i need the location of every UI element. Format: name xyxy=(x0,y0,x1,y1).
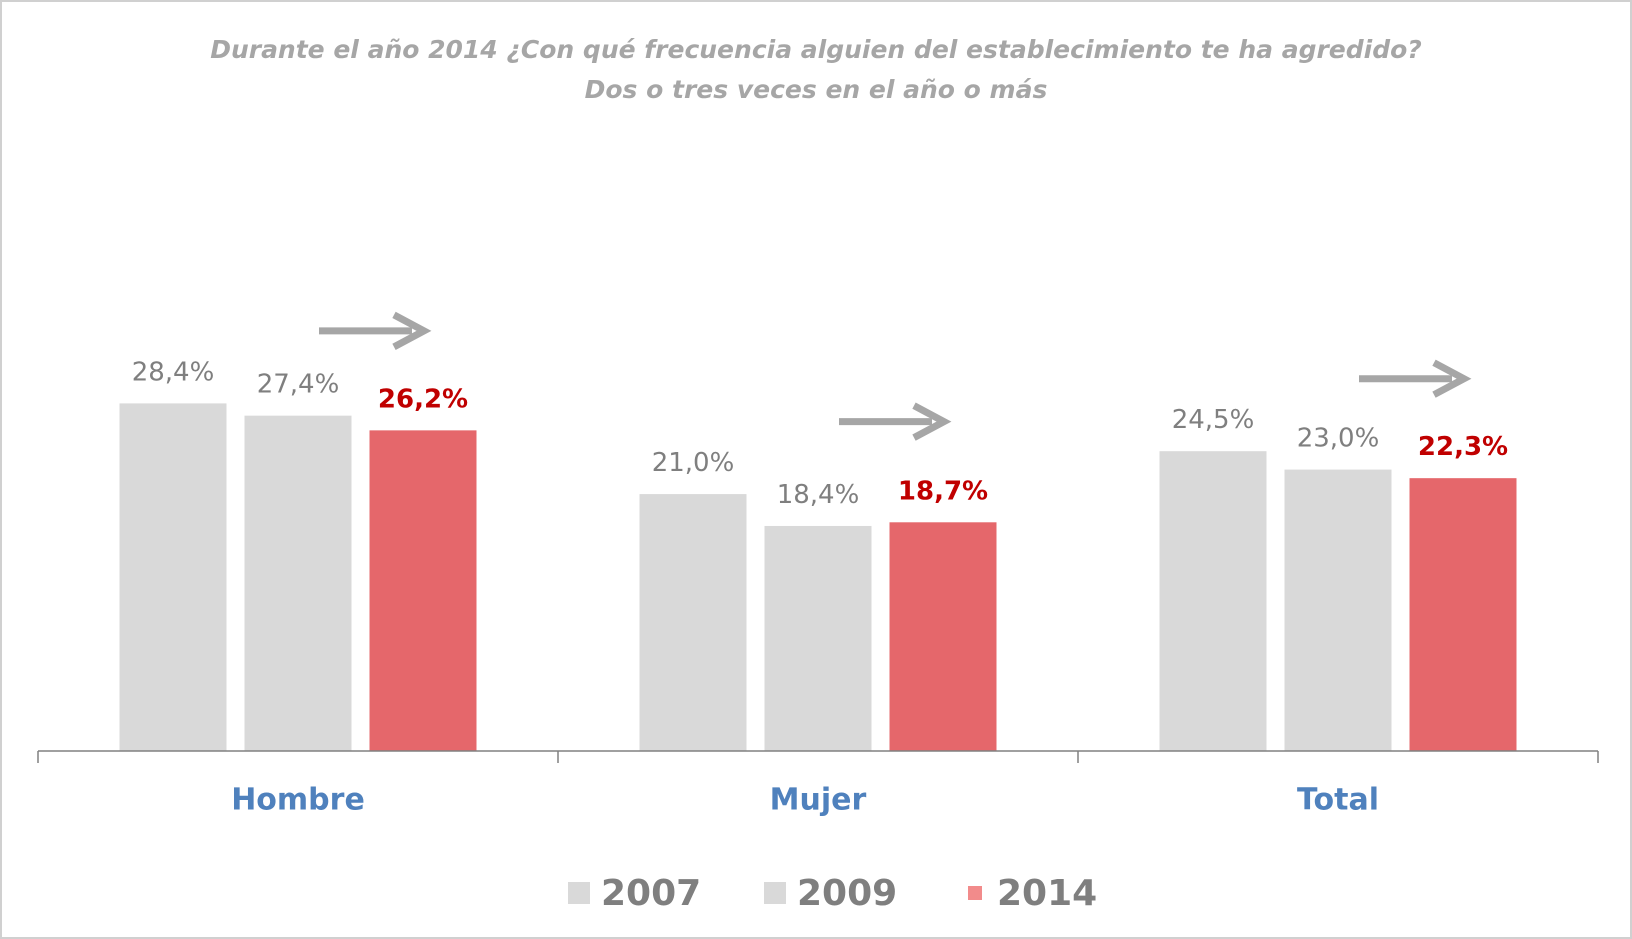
bar xyxy=(638,493,748,752)
bar xyxy=(1158,450,1268,752)
legend-swatch xyxy=(764,882,786,904)
bar xyxy=(368,429,478,752)
trend-arrowhead xyxy=(912,402,952,441)
x-tick-label: Mujer xyxy=(770,783,867,818)
bar xyxy=(118,402,228,752)
value-label: 26,2% xyxy=(378,384,468,414)
legend-swatch xyxy=(968,886,982,900)
legend-label: 2007 xyxy=(601,873,701,914)
value-label: 23,0% xyxy=(1297,424,1380,454)
value-label: 27,4% xyxy=(257,370,340,400)
chart-title: Durante el año 2014 ¿Con qué frecuencia … xyxy=(210,35,1422,104)
legend-swatch xyxy=(568,882,590,904)
x-tick-label: Total xyxy=(1297,783,1379,818)
bar xyxy=(1283,468,1393,752)
legend-label: 2014 xyxy=(997,873,1097,914)
trend-arrowhead xyxy=(1432,359,1472,398)
bar xyxy=(1408,477,1518,752)
value-label: 21,0% xyxy=(652,448,735,478)
bar xyxy=(888,521,998,752)
value-label: 24,5% xyxy=(1172,405,1255,435)
bar xyxy=(243,414,353,752)
value-label: 22,3% xyxy=(1418,432,1508,462)
value-label: 18,7% xyxy=(898,476,988,506)
trend-arrowhead xyxy=(392,311,432,350)
bar xyxy=(763,524,873,752)
value-label: 18,4% xyxy=(777,480,860,510)
x-tick-label: Hombre xyxy=(231,783,365,818)
value-label: 28,4% xyxy=(132,357,215,387)
legend-label: 2009 xyxy=(797,873,897,914)
